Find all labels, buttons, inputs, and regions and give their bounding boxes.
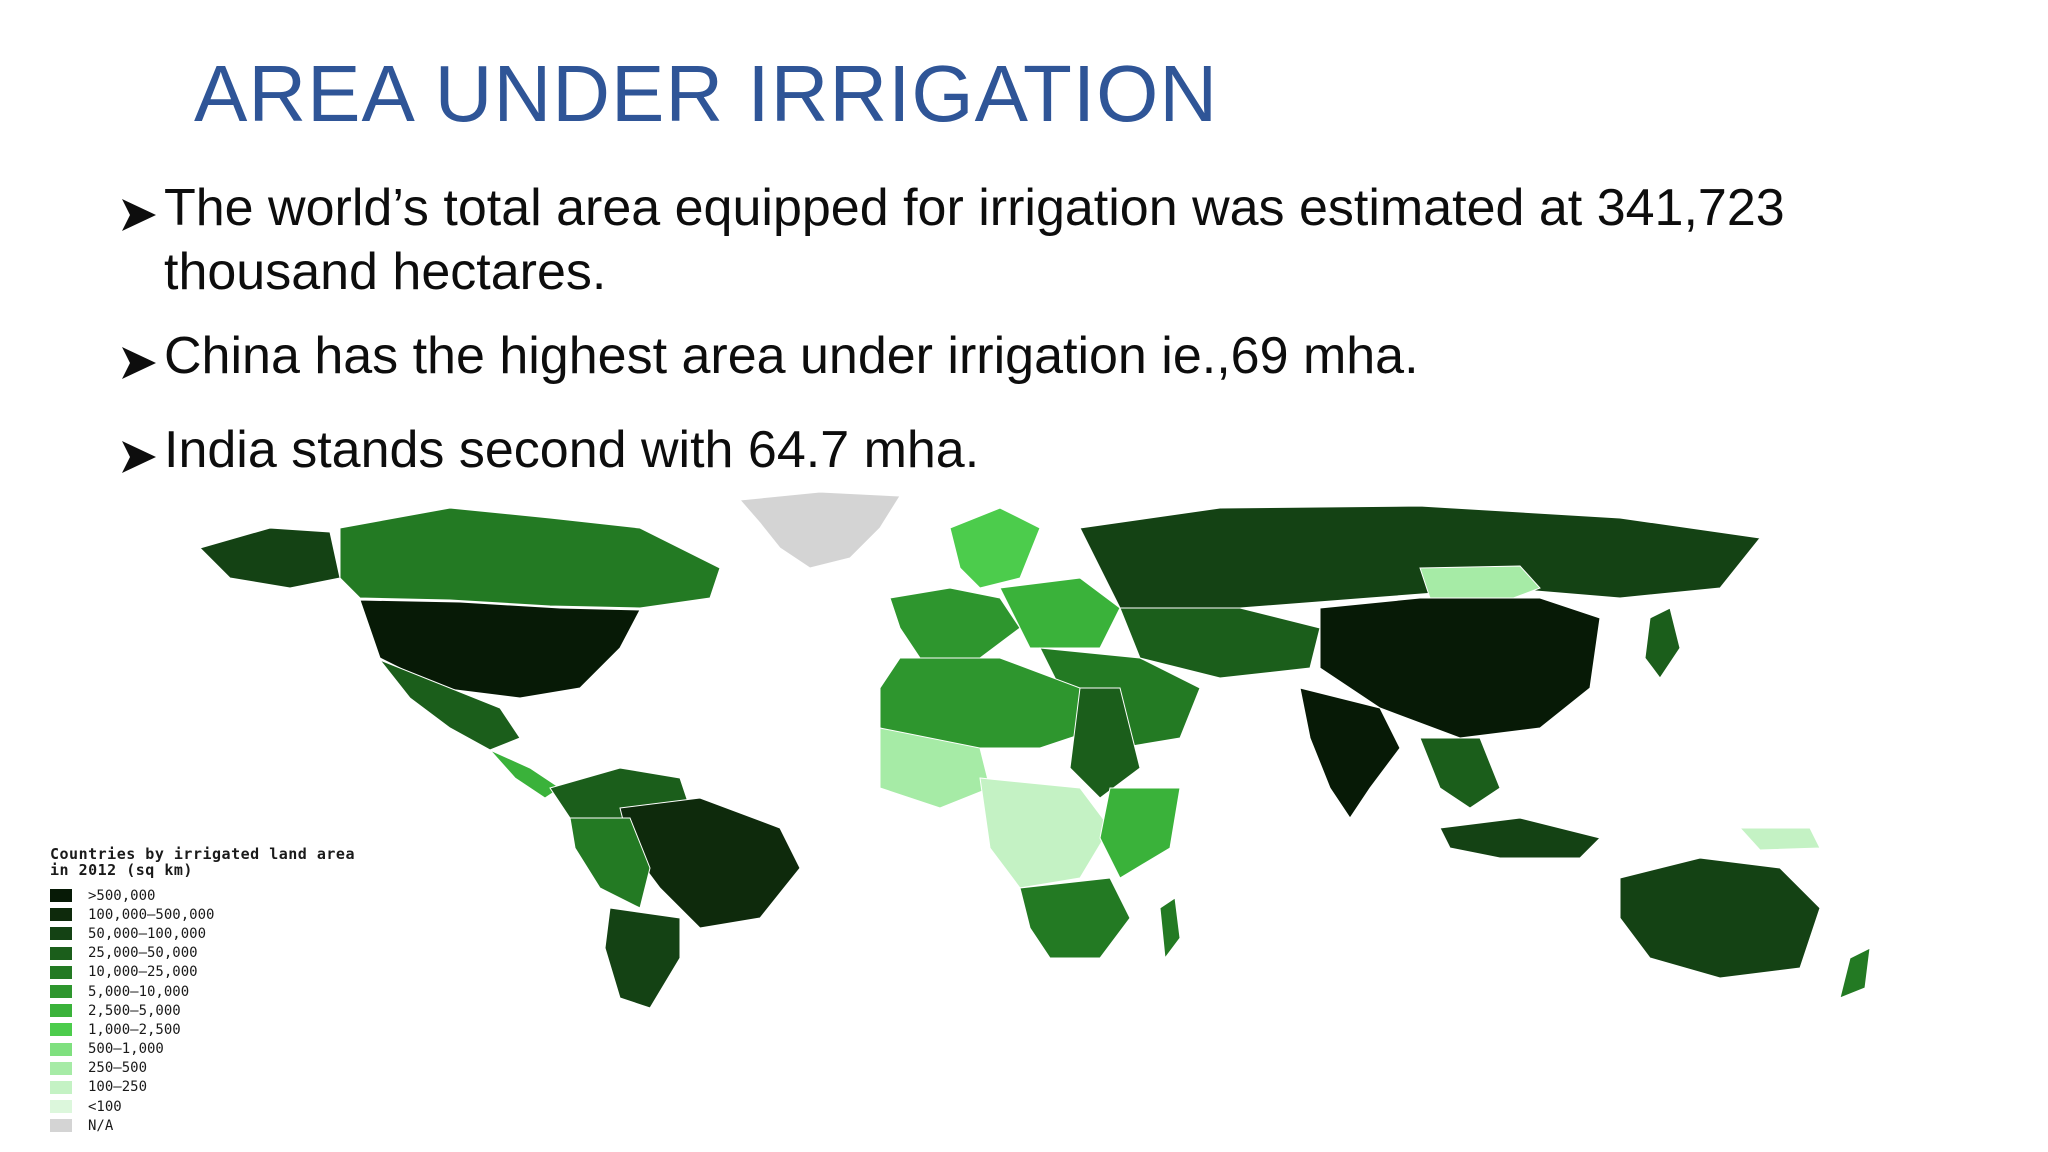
- bullet-text: The world’s total area equipped for irri…: [164, 179, 1785, 301]
- egypt-sudan-region: [1069, 687, 1141, 799]
- legend-label: 100–250: [88, 1079, 148, 1096]
- mexico-region: [378, 658, 521, 751]
- slide-title: AREA UNDER IRRIGATION: [194, 49, 1219, 138]
- eastern-europe-region: [999, 577, 1121, 649]
- legend-swatch: [50, 965, 72, 979]
- legend-item: 50,000–100,000: [50, 924, 370, 943]
- legend-swatch: [50, 927, 72, 941]
- legend-label: 100,000–500,000: [88, 906, 215, 923]
- legend-title: Countries by irrigated land area in 2012…: [50, 845, 355, 879]
- legend-swatch: [50, 946, 72, 960]
- legend-item: 500–1,000: [50, 1040, 370, 1059]
- bullet-list: The world’s total area equipped for irri…: [120, 176, 1920, 512]
- central-america-region: [489, 749, 561, 799]
- legend-swatch: [50, 908, 72, 922]
- legend-item: >500,000: [50, 886, 370, 905]
- west-africa-region: [879, 727, 991, 809]
- india-region: [1299, 687, 1401, 819]
- legend-items: >500,000 100,000–500,000 50,000–100,000 25,…: [50, 886, 370, 1135]
- legend-item: 1,000–2,500: [50, 1020, 370, 1039]
- mongolia-region: [1419, 565, 1541, 604]
- legend-swatch: [50, 1061, 72, 1075]
- legend-label: N/A: [88, 1117, 114, 1134]
- arrowhead-bullet-icon: [120, 324, 164, 398]
- legend-item: N/A: [50, 1116, 370, 1135]
- bullet-item: India stands second with 64.7 mha.: [120, 418, 1920, 492]
- legend-item: 10,000–25,000: [50, 963, 370, 982]
- legend-swatch: [50, 1080, 72, 1094]
- legend-label: 500–1,000: [88, 1041, 164, 1058]
- central-africa-region: [979, 777, 1111, 889]
- canada-region: [339, 507, 721, 609]
- legend-label: 5,000–10,000: [88, 983, 190, 1000]
- japan-region: [1644, 607, 1681, 679]
- china-region: [1319, 597, 1601, 739]
- legend-label: 50,000–100,000: [88, 925, 207, 942]
- legend-swatch: [50, 1004, 72, 1018]
- legend-item: 5,000–10,000: [50, 982, 370, 1001]
- legend-item: 100,000–500,000: [50, 905, 370, 924]
- legend-label: 25,000–50,000: [88, 945, 198, 962]
- legend-label: 1,000–2,500: [88, 1021, 181, 1038]
- peru-bolivia-region: [569, 817, 651, 909]
- north-africa-region: [879, 657, 1101, 749]
- bullet-text: China has the highest area under irrigat…: [164, 327, 1419, 385]
- greenland-region: [738, 491, 901, 569]
- legend-swatch: [50, 985, 72, 999]
- argentina-chile-region: [604, 907, 681, 1008]
- legend-swatch: [50, 1100, 72, 1114]
- madagascar-region: [1159, 897, 1181, 960]
- bullet-item: The world’s total area equipped for irri…: [120, 176, 1920, 304]
- legend-swatch: [50, 1042, 72, 1056]
- legend-item: 250–500: [50, 1059, 370, 1078]
- arrowhead-bullet-icon: [120, 176, 164, 250]
- arrowhead-bullet-icon: [120, 418, 164, 492]
- legend-label: 10,000–25,000: [88, 964, 198, 981]
- legend-item: 2,500–5,000: [50, 1001, 370, 1020]
- western-europe-region: [889, 587, 1021, 659]
- legend-label: <100: [88, 1098, 122, 1115]
- legend-item: 100–250: [50, 1078, 370, 1097]
- scandinavia-region: [949, 507, 1041, 589]
- legend-swatch: [50, 889, 72, 903]
- alaska-region: [199, 527, 341, 589]
- world-irrigation-map: [199, 491, 1871, 1008]
- new-zealand-region: [1839, 947, 1871, 999]
- indonesia-region: [1439, 817, 1601, 859]
- legend-label: >500,000: [88, 887, 156, 904]
- map-legend: Countries by irrigated land area in 2012…: [50, 846, 370, 1135]
- legend-item: 25,000–50,000: [50, 944, 370, 963]
- legend-label: 2,500–5,000: [88, 1002, 181, 1019]
- papua-region: [1738, 827, 1821, 851]
- legend-swatch: [50, 1023, 72, 1037]
- east-africa-region: [1099, 787, 1181, 879]
- bullet-text: India stands second with 64.7 mha.: [164, 421, 980, 479]
- southeast-asia-region: [1419, 737, 1501, 809]
- bullet-item: China has the highest area under irrigat…: [120, 324, 1920, 398]
- russia-region: [1079, 505, 1761, 609]
- legend-swatch: [50, 1119, 72, 1133]
- legend-label: 250–500: [88, 1060, 148, 1077]
- southern-africa-region: [1019, 877, 1131, 959]
- legend-item: <100: [50, 1097, 370, 1116]
- australia-region: [1619, 857, 1821, 979]
